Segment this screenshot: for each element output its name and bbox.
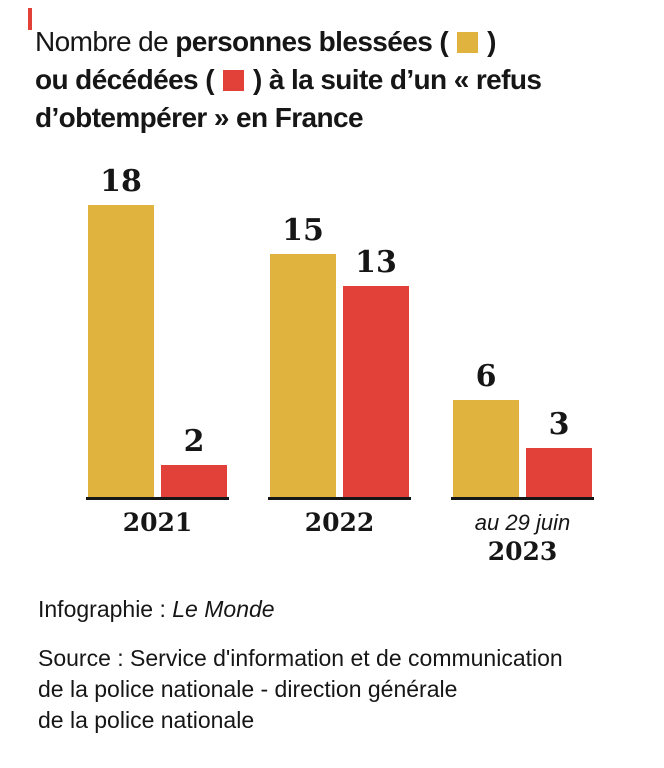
bar-value-label: 15 (282, 213, 324, 248)
bar-column: 2 (161, 426, 227, 497)
axis-label-year: 2021 (122, 508, 193, 537)
axis-label-2023: au 29 juin 2023 (451, 508, 594, 567)
axis-label-2021: 2021 (86, 508, 229, 538)
title-text: ) à la suite d’un « refus (252, 64, 542, 95)
axis-label-year: 2023 (487, 537, 558, 566)
title-text: ) (487, 26, 496, 57)
chart-title: Nombre de personnes blessées () ou décéd… (35, 23, 542, 137)
title-text: ou décédées ( (35, 64, 215, 95)
lemonde-red-dash (28, 8, 32, 30)
bar-value-label: 18 (100, 164, 142, 199)
bar-column: 13 (343, 247, 409, 497)
title-line-2: ou décédées ( ) à la suite d’un « refus (35, 61, 542, 99)
source-text: de la police nationale (38, 707, 255, 733)
credit-name: Le Monde (172, 596, 275, 622)
bar-decedees-2022 (343, 286, 409, 497)
bar-column: 18 (88, 166, 154, 497)
bar-decedees-2021 (161, 465, 227, 497)
axis-label-prefix: au 29 juin (474, 510, 571, 535)
bar-value-label: 13 (355, 245, 397, 280)
bar-value-label: 2 (183, 424, 205, 459)
title-line-1: Nombre de personnes blessées () (35, 23, 541, 61)
axis-label-2022: 2022 (268, 508, 411, 538)
bar-decedees-2023 (526, 448, 592, 497)
bar-value-label: 3 (548, 407, 570, 442)
title-line-3: d’obtempérer » en France (35, 102, 364, 133)
bar-column: 3 (526, 409, 592, 497)
source-line: Source : Service d'information et de com… (38, 643, 563, 736)
bar-blessees-2021 (88, 205, 154, 497)
bar-blessees-2023 (453, 400, 519, 497)
bar-blessees-2022 (270, 254, 336, 497)
source-text: Source : Service d'information et de com… (38, 645, 563, 671)
credit-label: Infographie : (38, 596, 173, 622)
axis-label-year: 2022 (304, 508, 375, 537)
bar-column: 15 (270, 215, 336, 497)
source-text: de la police nationale - direction génér… (38, 676, 458, 702)
bar-group-2021: 18 2 (86, 166, 229, 500)
title-text: personnes blessées ( (175, 26, 449, 57)
bar-column: 6 (453, 361, 519, 497)
bar-value-label: 6 (475, 359, 497, 394)
credit-line: Infographie : Le Monde (38, 594, 275, 624)
title-text: Nombre de (35, 26, 176, 57)
legend-swatch-injured (457, 32, 479, 53)
bar-group-2022: 15 13 (268, 215, 411, 500)
legend-swatch-deceased (222, 70, 244, 91)
